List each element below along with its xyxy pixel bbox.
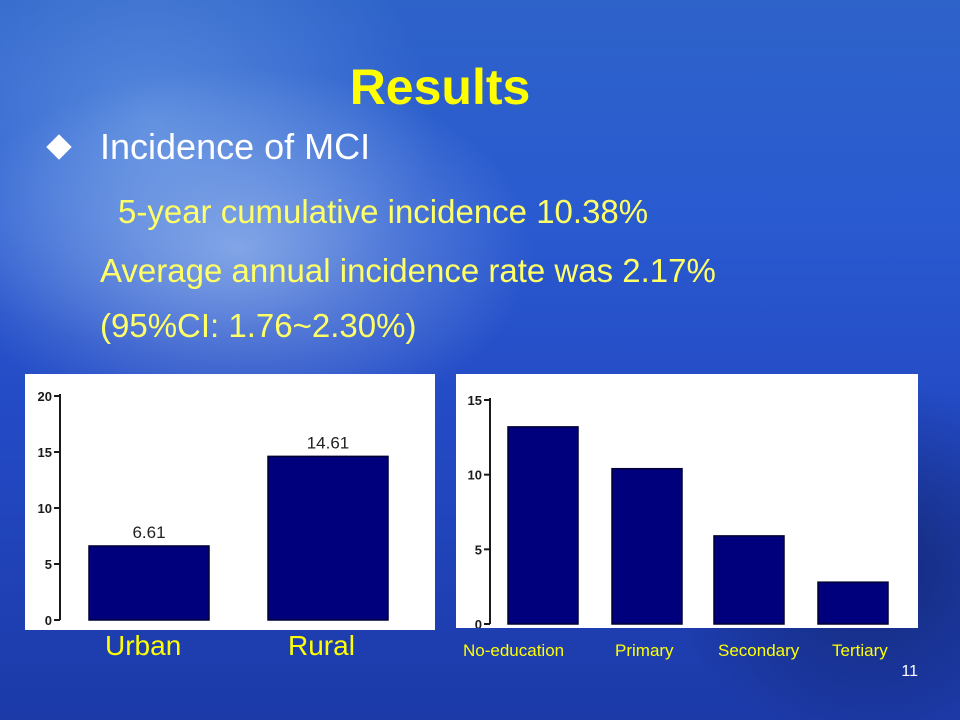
education-bar-tertiary bbox=[817, 581, 889, 625]
annual-incidence-line: Average annual incidence rate was 2.17% bbox=[100, 252, 716, 289]
bullet-heading: Incidence of MCI bbox=[100, 126, 371, 167]
y-tick-label: 20 bbox=[38, 389, 52, 404]
y-tick-label: 15 bbox=[468, 393, 482, 408]
category-label-secondary: Secondary bbox=[718, 641, 800, 660]
cumulative-incidence-line: 5-year cumulative incidence 10.38% bbox=[118, 193, 649, 230]
y-tick-label: 10 bbox=[38, 501, 52, 516]
y-tick-label: 5 bbox=[45, 557, 52, 572]
bar-data-label: 6.61 bbox=[132, 523, 165, 542]
education-bar-secondary bbox=[713, 535, 785, 625]
bullet-item: Incidence of MCI bbox=[46, 125, 371, 169]
chart-panel-area: 0 5 10 15 20 6.61 14.61 bbox=[25, 374, 435, 630]
category-label-urban: Urban bbox=[105, 630, 182, 661]
area-chart: 0 5 10 15 20 6.61 14.61 bbox=[38, 389, 389, 628]
y-tick-label: 10 bbox=[468, 468, 482, 483]
education-chart: 0 5 10 15 bbox=[468, 393, 889, 628]
category-label-no-education: No-education bbox=[463, 641, 565, 660]
area-bar-rural bbox=[267, 455, 389, 621]
education-bar-primary bbox=[611, 467, 683, 625]
y-tick-label: 0 bbox=[475, 617, 482, 628]
category-label-primary: Primary bbox=[615, 641, 674, 660]
y-tick-label: 5 bbox=[475, 542, 482, 557]
area-bar-urban bbox=[88, 545, 210, 621]
diamond-bullet-icon bbox=[46, 134, 72, 160]
confidence-interval-line: (95%CI: 1.76~2.30%) bbox=[100, 307, 417, 344]
chart-panel-education: 0 5 10 15 bbox=[456, 374, 918, 628]
page-title: Results bbox=[349, 59, 531, 115]
page-number: 11 bbox=[901, 663, 918, 680]
y-tick-label: 0 bbox=[45, 613, 52, 628]
bar-data-label: 14.61 bbox=[307, 433, 350, 452]
category-label-rural: Rural bbox=[288, 630, 355, 661]
y-tick-label: 15 bbox=[38, 445, 52, 460]
education-bar-no-education bbox=[507, 426, 579, 625]
category-label-tertiary: Tertiary bbox=[832, 641, 888, 660]
